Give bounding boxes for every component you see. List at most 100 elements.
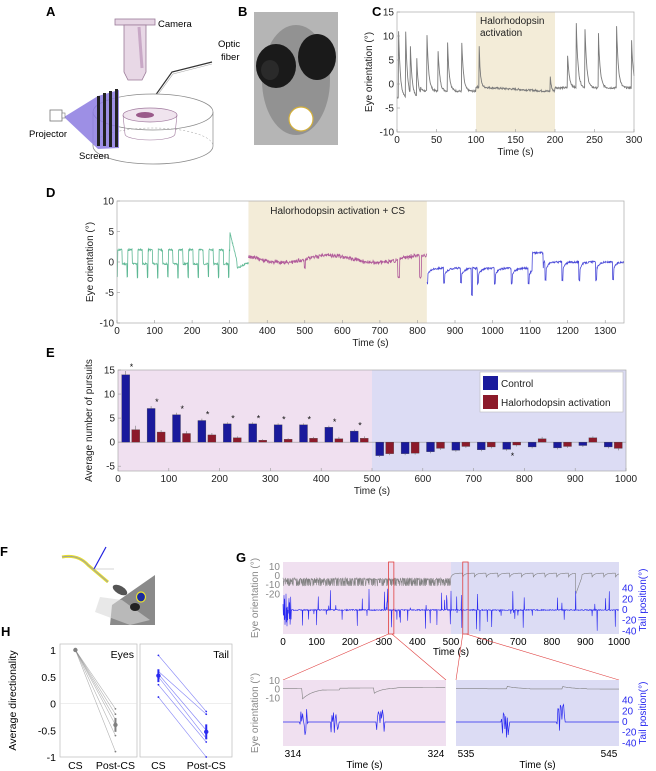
x-tick-label: 535: [458, 749, 475, 760]
y-tick-label: 0: [388, 80, 394, 91]
mean-point: [156, 673, 161, 678]
y-tick-label: -1: [47, 752, 56, 764]
stimulus-label: Halorhodopsin activation + CS: [270, 206, 405, 217]
bar-control: [375, 441, 384, 456]
subject-line: [75, 649, 116, 736]
x-tick-label: 0: [394, 135, 400, 146]
panel-label-c: C: [372, 4, 382, 19]
x-tick-label: 314: [285, 749, 302, 760]
panel-e-chart: * * * * * * * * * * * Control Halorhodopsin activati…: [84, 359, 638, 497]
y-left-tick-label: 10: [269, 562, 281, 573]
optic-fiber-label-2: fiber: [221, 52, 239, 63]
subject-line: [75, 649, 116, 752]
y-right-tick-label: -20: [622, 616, 637, 627]
y-right-tick-label: 20: [622, 706, 634, 717]
y-tick-label: 0: [50, 699, 56, 711]
bar-control: [426, 441, 435, 452]
x-tick-label: 500: [296, 326, 313, 337]
zoom-connector-line: [455, 633, 464, 681]
y-tick-label: 10: [103, 197, 115, 208]
bar-halorhodopsin-activation: [436, 441, 445, 449]
y-tick-label: -10: [380, 128, 395, 139]
zoom1-tail-trace: [283, 709, 446, 735]
bar-control: [477, 441, 486, 450]
phase-background-0: [118, 370, 372, 471]
subject-point: [205, 713, 208, 716]
bar-halorhodopsin-activation: [512, 441, 521, 446]
significance-star: *: [308, 414, 312, 424]
zoom2-tail-trace: [456, 703, 619, 738]
y-axis-label: Eye orientation (°): [364, 32, 375, 112]
y-left-axis-label: Eye orientation (°): [250, 558, 261, 638]
y-right-tick-label: -40: [622, 738, 637, 749]
x-tick-label: 400: [409, 637, 426, 648]
bar-control: [324, 427, 334, 443]
y-left-tick-label: -10: [266, 693, 281, 704]
subject-line: [75, 649, 116, 720]
eye-orientation-trace: [396, 23, 635, 99]
y-tick-label: 0: [108, 258, 114, 269]
x-tick-label: 800: [516, 474, 533, 485]
subject-line: [75, 649, 116, 715]
subject-line: [75, 649, 116, 710]
panel-label-g: G: [236, 550, 246, 565]
significance-star: *: [333, 417, 337, 427]
eye-trace-post: [426, 250, 625, 297]
stimulus-region: [476, 12, 555, 132]
y-tick-label: -10: [100, 319, 115, 330]
panel-label-a: A: [46, 4, 56, 19]
panel-h-chart: 1 0.5 0 -0.5 -1 Average directionality CS Post-…: [7, 643, 233, 771]
x-tick-label: 200: [342, 637, 359, 648]
bar-halorhodopsin-activation: [360, 438, 369, 443]
bar-halorhodopsin-activation: [614, 441, 623, 449]
x-tick-label: 900: [577, 637, 594, 648]
x-tick-label: 1200: [557, 326, 580, 337]
zoom1-background: [283, 680, 446, 746]
subplot-frame: [59, 643, 138, 758]
x-tick-label: 300: [262, 474, 279, 485]
x-tick-label: 800: [409, 326, 426, 337]
subject-point: [114, 707, 117, 710]
y-right-tick-label: -20: [622, 728, 637, 739]
mean-point: [204, 729, 209, 735]
x-tick-label: 250: [586, 135, 603, 146]
eye-trace-CS: [248, 252, 428, 279]
camera-top: [114, 18, 156, 26]
zoom2-eye-trace: [456, 686, 619, 690]
subject-point: [114, 734, 117, 737]
bar-control: [502, 441, 511, 450]
panel-a-setup-illustration: Camera Optic fiber Projector Screen: [29, 18, 240, 165]
zoom-connector-line: [391, 633, 447, 681]
subject-point: [157, 683, 160, 686]
x-category-label: Post-CS: [187, 760, 226, 771]
x-axis-label: Time (s): [519, 760, 555, 771]
x-tick-label: 500: [364, 474, 381, 485]
y-axis-label: Average number of pursuits: [84, 359, 95, 482]
x-tick-label: 1100: [519, 326, 541, 337]
x-category-label: CS: [68, 760, 83, 771]
x-category-label: Post-CS: [96, 760, 135, 771]
bar-halorhodopsin-activation: [461, 441, 471, 447]
x-axis-label: Time (s): [433, 647, 469, 658]
y-right-tick-label: 0: [622, 605, 628, 616]
y-right-axis-label: Tail position(°): [638, 569, 649, 632]
x-tick-label: 600: [476, 637, 493, 648]
x-tick-label: 100: [146, 326, 163, 337]
zoom-connector-line: [466, 633, 620, 681]
subject-point: [114, 713, 117, 716]
x-tick-label: 200: [547, 135, 564, 146]
bar-halorhodopsin-activation: [385, 441, 394, 454]
x-axis-label: Time (s): [352, 338, 388, 349]
x-tick-label: 200: [184, 326, 201, 337]
x-tick-label: 200: [211, 474, 228, 485]
camera-label: Camera: [158, 19, 193, 30]
subject-point: [205, 710, 208, 713]
x-tick-label: 700: [465, 474, 482, 485]
y-axis-label: Eye orientation (°): [85, 222, 96, 302]
x-tick-label: 400: [259, 326, 276, 337]
subplot-title: Tail: [213, 649, 229, 661]
bar-control: [451, 441, 461, 451]
y-tick-label: -0.5: [38, 725, 56, 737]
bar-control: [197, 420, 207, 443]
